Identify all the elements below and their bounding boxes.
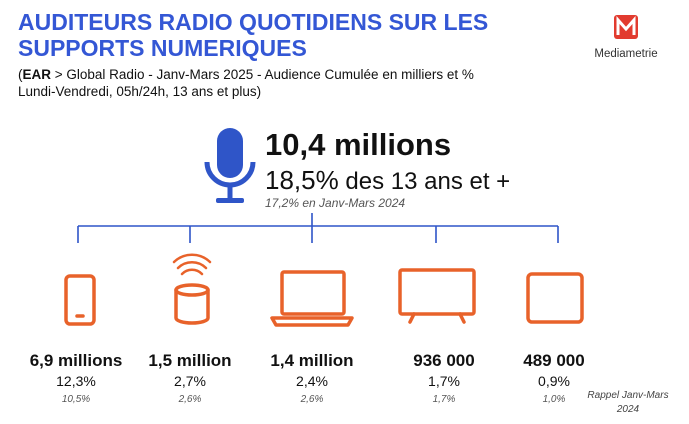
tablet-icon: [526, 272, 584, 324]
device-previous: 2,6%: [300, 394, 324, 405]
laptop-icon: [270, 270, 354, 327]
device-amount: 489 000: [523, 351, 584, 370]
subtitle-part: EAR: [23, 67, 52, 82]
pct-suffix: des 13 ans et +: [339, 168, 510, 195]
tree-lines: [77, 213, 559, 243]
subtitle: Lundi-Vendredi, 05h/24h, 13 ans et plus): [18, 84, 261, 99]
pct: 18,5%: [265, 165, 339, 195]
device-pct: 12,3%: [56, 373, 96, 389]
device-previous: 10,5%: [62, 394, 90, 405]
device-pct: 2,4%: [296, 373, 328, 389]
speaker-icon: [172, 253, 212, 325]
device-amount: 1,4 million: [270, 351, 353, 370]
device-amount: 936 000: [413, 351, 474, 370]
footnote: Rappel Janv-Mars: [587, 390, 668, 401]
device-previous: 2,6%: [178, 394, 202, 405]
headline-previous: 17,2% en Janv-Mars 2024: [265, 196, 405, 210]
tv-icon: [398, 268, 476, 324]
subtitle-part: (: [18, 67, 23, 82]
title: SUPPORTS NUMERIQUES: [18, 35, 307, 61]
device-previous: 1,7%: [433, 394, 456, 405]
logo: Mediametrie: [594, 15, 658, 60]
device-amount: 1,5 million: [148, 351, 231, 370]
device-amount: 6,9 millions: [30, 351, 123, 370]
logo-text: Mediametrie: [594, 48, 657, 60]
device-pct: 0,9%: [538, 373, 570, 389]
headline-pct: 18,5% des 13 ans et +: [265, 165, 510, 195]
subtitle: (EAR > Global Radio - Janv-Mars 2025 - A…: [18, 67, 474, 82]
device-pct: 2,7%: [174, 373, 206, 389]
phone-icon: [64, 274, 96, 326]
subtitle-part: > Global Radio - Janv-Mars 2025 - Audien…: [51, 67, 474, 82]
microphone-icon: [204, 128, 256, 203]
device-previous: 1,0%: [543, 394, 566, 405]
headline-amount: 10,4 millions: [265, 127, 451, 162]
title: AUDITEURS RADIO QUOTIDIENS SUR LES: [18, 9, 488, 35]
device-pct: 1,7%: [428, 373, 460, 389]
footnote: 2024: [616, 404, 640, 415]
